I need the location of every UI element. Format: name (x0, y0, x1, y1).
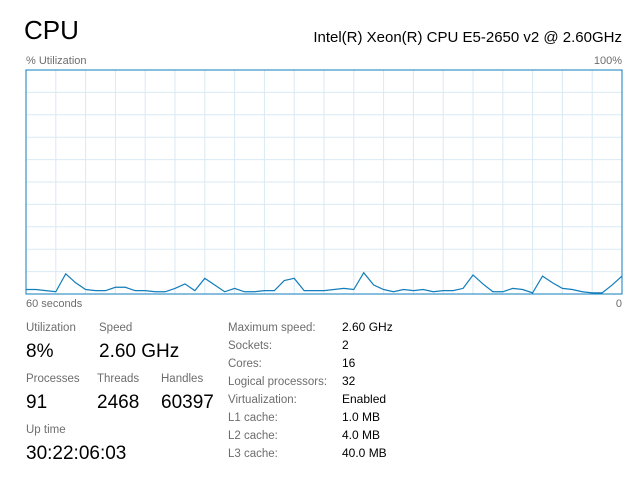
utilization-line (26, 271, 623, 294)
detail-label: L1 cache: (228, 412, 278, 424)
stat-label: Threads (97, 373, 139, 385)
y-axis-label: % Utilization (26, 55, 87, 67)
detail-value: 40.0 MB (342, 446, 387, 460)
detail-label: L3 cache: (228, 448, 278, 460)
detail-label: Sockets: (228, 340, 272, 352)
stat-value: 2468 (97, 392, 139, 413)
y-tick-label: 100% (594, 55, 622, 67)
panel-title: CPU (24, 15, 79, 45)
stat-label: Up time (26, 424, 66, 436)
detail-label: L2 cache: (228, 430, 278, 442)
stat-value: 8% (26, 341, 54, 362)
detail-label: Virtualization: (228, 394, 297, 406)
detail-value: 16 (342, 356, 356, 370)
details: Maximum speed: 2.60 GHz Sockets: 2 Cores: 16 L… (228, 320, 393, 460)
detail-label: Logical processors: (228, 376, 327, 388)
stat-value: 2.60 GHz (99, 341, 179, 362)
stat-value: 30:22:06:03 (26, 443, 126, 464)
x-tick-label: 0 (616, 298, 622, 310)
detail-value: 2.60 GHz (342, 320, 393, 334)
stat-label: Speed (99, 322, 132, 334)
stat-label: Processes (26, 373, 80, 385)
detail-label: Maximum speed: (228, 322, 316, 334)
processor-name: Intel(R) Xeon(R) CPU E5-2650 v2 @ 2.60GH… (313, 29, 622, 46)
detail-value: 2 (342, 338, 349, 352)
detail-value: 4.0 MB (342, 428, 380, 442)
graph-border (25, 69, 623, 295)
stat-label: Handles (161, 373, 203, 385)
stat-value: 60397 (161, 392, 214, 413)
detail-value: Enabled (342, 392, 386, 406)
detail-value: 32 (342, 374, 356, 388)
x-tick-label: 60 seconds (26, 298, 83, 310)
stat-label: Utilization (26, 322, 76, 334)
stat-value: 91 (26, 392, 47, 413)
detail-value: 1.0 MB (342, 410, 380, 424)
detail-label: Cores: (228, 358, 262, 370)
graph: 100% 60 seconds 0 (25, 55, 623, 310)
